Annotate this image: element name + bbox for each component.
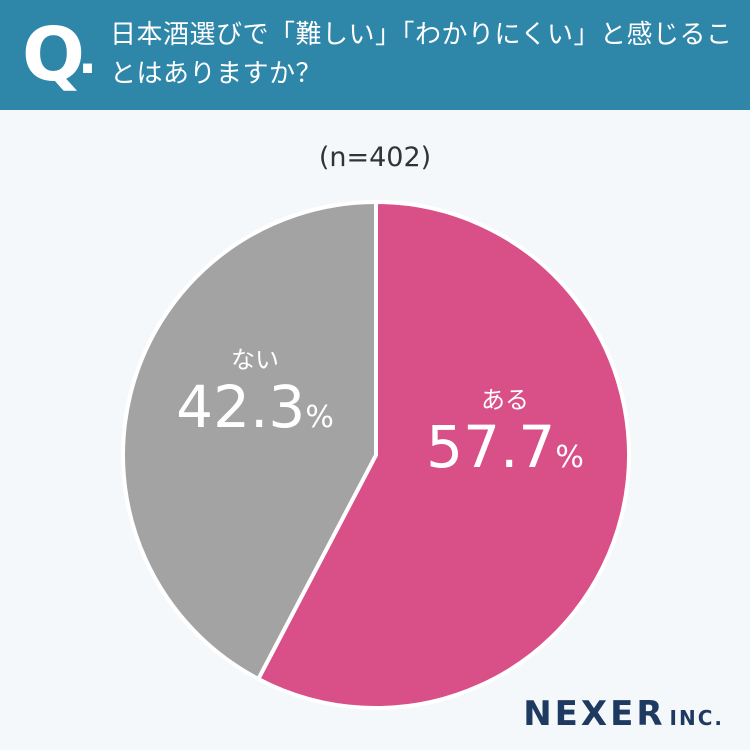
- q-dot: .: [78, 27, 97, 85]
- question-text: 日本酒選びで「難しい」「わかりにくい」と感じることはありますか？: [110, 20, 733, 89]
- pie-slice-yes: [256, 200, 631, 710]
- slice-category-yes: ある: [481, 386, 529, 414]
- slice-value-no: 42.3%: [176, 373, 334, 441]
- slice-label-no: ない 42.3%: [160, 345, 350, 450]
- slice-category-no: ない: [231, 346, 279, 374]
- slice-value-yes: 57.7%: [426, 413, 584, 481]
- pie-slice-no: [121, 200, 378, 681]
- brand-logo: NEXER INC.: [523, 694, 724, 734]
- q-mark: Q: [22, 12, 85, 98]
- sample-size: (n=402): [318, 142, 432, 173]
- slice-label-yes: ある 57.7%: [410, 385, 600, 490]
- question-header: Q . 日本酒選びで「難しい」「わかりにくい」と感じることはありますか？: [0, 0, 750, 110]
